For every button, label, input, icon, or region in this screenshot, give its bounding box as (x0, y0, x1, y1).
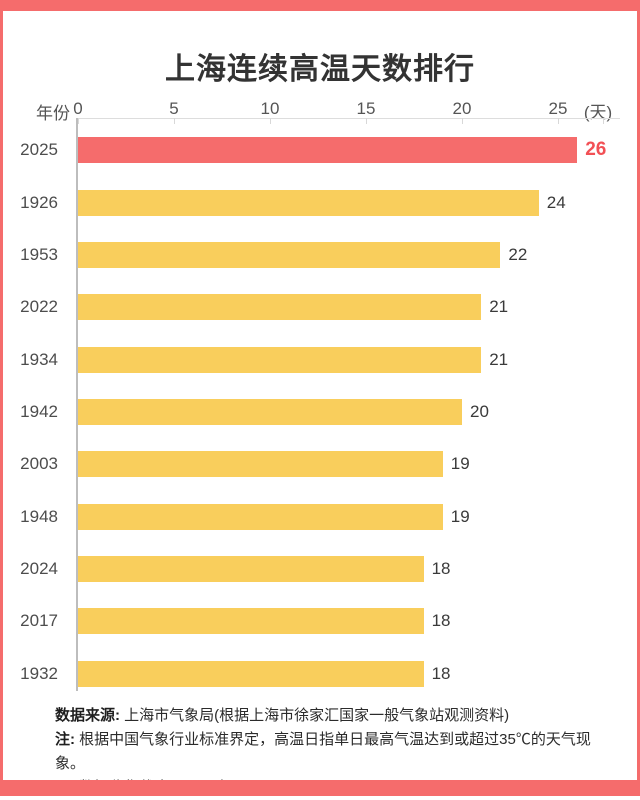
value-label: 18 (431, 611, 451, 631)
year-label: 2017 (20, 611, 58, 631)
frame-border-left (0, 0, 3, 796)
bar (78, 189, 539, 216)
value-label: 24 (546, 192, 566, 212)
bar (78, 294, 482, 321)
x-tick-label: 20 (452, 99, 472, 118)
bar (78, 608, 424, 635)
x-tick-mark (270, 118, 271, 124)
page-title: 上海连续高温天数排行 (165, 53, 475, 86)
year-label: 2003 (20, 454, 58, 474)
bar-row: 2022 21 (0, 294, 640, 321)
frame-border-top (0, 0, 640, 11)
year-label: 1948 (20, 506, 58, 526)
x-tick-mark (462, 118, 463, 124)
x-tick-mark (78, 118, 79, 124)
x-tick-mark (366, 118, 367, 124)
value-label: 19 (450, 454, 470, 474)
bar (78, 660, 424, 687)
bar-highlighted (78, 137, 578, 164)
bar (78, 555, 424, 582)
x-tick-label: 10 (260, 99, 280, 118)
bar (78, 241, 501, 268)
x-tick-mark (174, 118, 175, 124)
value-label: 18 (431, 663, 451, 683)
bar-row: 2003 19 (0, 451, 640, 478)
year-label: 1926 (20, 192, 58, 212)
note-text: 根据中国气象行业标准界定，高温日指单日最高气温达到或超过35℃的天气现象。 (55, 731, 591, 772)
frame-border-right (637, 0, 640, 796)
year-label: 1953 (20, 244, 58, 264)
value-label: 19 (450, 506, 470, 526)
bar (78, 346, 482, 373)
bar-row: 1948 19 (0, 503, 640, 530)
value-label: 20 (470, 401, 489, 421)
year-label: 1932 (20, 663, 58, 683)
year-label: 1934 (20, 349, 58, 369)
bar-row: 1934 21 (0, 346, 640, 373)
year-label: 2022 (20, 297, 58, 317)
frame-border-bottom (0, 780, 640, 796)
value-label: 18 (431, 558, 451, 578)
x-tick-label: 15 (356, 99, 376, 118)
y-axis-line (76, 118, 78, 691)
data-source-label: 数据来源: (55, 707, 120, 724)
bar-row: 1942 20 (0, 398, 640, 425)
bar-row: 2025 26 (0, 137, 640, 164)
note-label: 注: (55, 731, 75, 748)
value-label: 21 (489, 349, 509, 369)
data-source-line: 数据来源: 上海市气象局(根据上海市徐家汇国家一般气象站观测资料) (55, 704, 615, 728)
bar-row: 2024 18 (0, 555, 640, 582)
x-axis-unit-label: (天) (583, 103, 613, 122)
year-label: 2024 (20, 558, 58, 578)
bar-row: 1926 24 (0, 189, 640, 216)
x-tick-mark (558, 118, 559, 124)
year-label: 1942 (20, 401, 58, 421)
bar (78, 451, 443, 478)
bar-row: 2017 18 (0, 608, 640, 635)
value-label: 26 (585, 139, 607, 161)
year-label: 2025 (20, 140, 58, 160)
value-label: 21 (489, 297, 509, 317)
x-axis-line (78, 118, 620, 119)
bar-row: 1932 18 (0, 660, 640, 687)
bar (78, 503, 443, 530)
y-axis-label: 年份 (36, 104, 70, 123)
x-axis-end-tick-mark (603, 118, 604, 124)
x-tick-label: 0 (73, 99, 83, 118)
x-tick-label: 5 (169, 99, 179, 118)
x-tick-label: 25 (548, 99, 568, 118)
bar-row: 1953 22 (0, 241, 640, 268)
bar (78, 398, 462, 425)
data-source-text: 上海市气象局(根据上海市徐家汇国家一般气象站观测资料) (124, 707, 510, 724)
value-label: 22 (508, 244, 528, 264)
